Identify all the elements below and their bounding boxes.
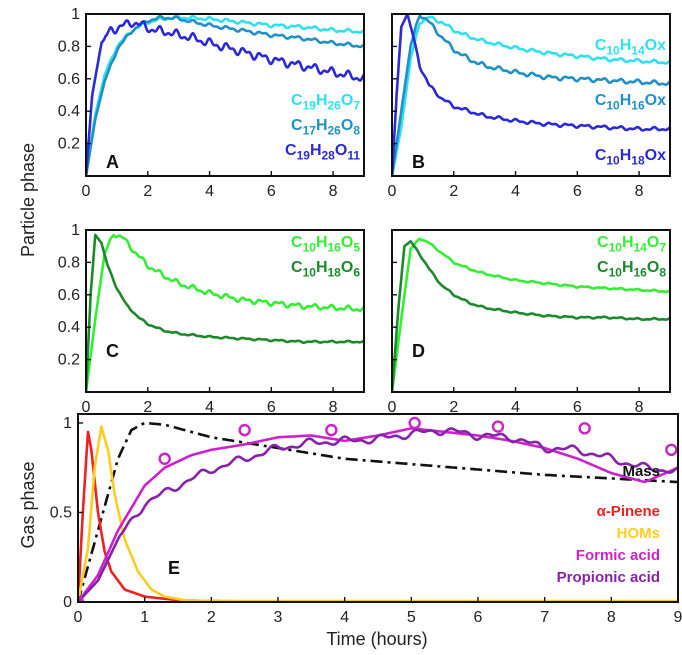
series-line xyxy=(392,237,670,392)
x-tick-label: 2 xyxy=(143,399,152,416)
panel-letter: C xyxy=(106,341,119,361)
x-tick-label: 4 xyxy=(205,399,214,416)
y-tick-label: 0.6 xyxy=(58,71,80,88)
y-tick-label: 0.2 xyxy=(58,136,80,153)
x-tick-label: 6 xyxy=(573,399,582,416)
legend-entry: C10​H18​Ox xyxy=(595,147,666,167)
panel-d: 0 2 4 6 8 C10​H14​O7​ C10​H16​O8​ D xyxy=(388,229,671,416)
plot-frame xyxy=(391,13,671,177)
series-line xyxy=(392,14,670,176)
legend-entry: α-Pinene xyxy=(597,503,660,520)
x-tick-label: 0 xyxy=(388,399,397,416)
y-tick-label: 0.2 xyxy=(58,352,80,369)
series-line xyxy=(86,233,364,392)
x-tick-label: 2 xyxy=(449,183,458,200)
legend-entry: HOMs xyxy=(617,525,660,542)
panel-e-ylabel: Gas phase xyxy=(18,461,38,548)
legend-entry: C10​H16​O8​ xyxy=(597,259,666,279)
plot-frame xyxy=(77,413,679,603)
panel-e-xlabel: Time (hours) xyxy=(326,629,427,649)
y-tick-label: 0.5 xyxy=(50,504,72,521)
series-line xyxy=(78,427,678,602)
formic-acid-marker xyxy=(665,443,678,457)
legend-entry: C19​H28​O11​ xyxy=(285,142,360,162)
formic-acid-marker xyxy=(325,423,338,437)
y-tick-label: 1 xyxy=(71,6,80,23)
panel-c: 0 2 4 6 8 0.2 0.4 0.6 0.8 1 C10​H16​O5​ C10​H18​O6​… xyxy=(58,222,365,416)
series-group xyxy=(392,237,670,392)
plot-frame xyxy=(391,229,671,393)
y-tick-label: 1 xyxy=(63,415,72,432)
x-tick-label: 0 xyxy=(388,183,397,200)
y-tick-label: 0.8 xyxy=(58,254,80,271)
panel-letter: D xyxy=(412,341,425,361)
y-tick-label: 0.6 xyxy=(58,287,80,304)
legend-entry: C10​H16​Ox xyxy=(595,92,666,112)
x-tick-label: 6 xyxy=(267,399,276,416)
legend-entry: C19​H26​O7​ xyxy=(291,92,360,112)
y-tick-label: 0.8 xyxy=(58,38,80,55)
series-line xyxy=(86,233,364,392)
y-tick-label: 1 xyxy=(71,222,80,239)
x-tick-label: 6 xyxy=(474,609,483,626)
plot-frame xyxy=(85,13,365,177)
shared-ylabel-particle-phase: Particle phase xyxy=(18,143,38,257)
plot-frame xyxy=(85,229,365,393)
legend-entry: Mass xyxy=(622,463,660,480)
x-tick-label: 9 xyxy=(674,609,682,626)
formic-acid-marker xyxy=(578,422,591,435)
x-tick-label: 8 xyxy=(329,183,338,200)
x-tick-label: 4 xyxy=(205,183,214,200)
panel-b: 0 2 4 6 8 C10​H14​Ox C10​H16​Ox C10​H18​Ox B xyxy=(388,13,671,200)
y-tick-label: 0 xyxy=(63,594,72,611)
formic-acid-marker xyxy=(408,416,421,430)
legend-entry: C10​H14​O7​ xyxy=(597,234,666,254)
x-tick-label: 1 xyxy=(140,609,149,626)
legend-entry: C10​H18​O6​ xyxy=(291,259,360,279)
x-tick-label: 4 xyxy=(511,183,520,200)
x-tick-label: 2 xyxy=(449,399,458,416)
x-tick-label: 0 xyxy=(82,183,91,200)
series-line xyxy=(86,14,364,176)
x-tick-label: 5 xyxy=(407,609,416,626)
y-tick-label: 0.4 xyxy=(58,319,80,336)
formic-acid-marker xyxy=(491,420,505,433)
legend-entry: C10​H16​O5​ xyxy=(291,234,360,254)
series-line xyxy=(78,421,678,602)
x-tick-label: 6 xyxy=(573,183,582,200)
series-group xyxy=(86,14,364,176)
panel-letter: A xyxy=(106,152,119,172)
x-tick-label: 2 xyxy=(143,183,152,200)
series-group xyxy=(392,14,670,176)
series-line xyxy=(392,14,670,176)
x-tick-label: 7 xyxy=(540,609,549,626)
x-tick-label: 0 xyxy=(82,399,91,416)
panel-e: 0 1 2 3 4 5 6 7 8 9 0 0.5 1 Mass α-Pinene HOMs Formic ac… xyxy=(50,413,682,626)
x-tick-label: 8 xyxy=(635,183,644,200)
series-line xyxy=(392,15,670,176)
x-tick-label: 2 xyxy=(207,609,216,626)
x-tick-label: 6 xyxy=(267,183,276,200)
x-tick-label: 3 xyxy=(274,609,283,626)
x-tick-label: 8 xyxy=(607,609,616,626)
series-line xyxy=(86,19,364,176)
series-line xyxy=(392,240,670,392)
x-tick-label: 0 xyxy=(74,609,83,626)
x-tick-label: 4 xyxy=(340,609,349,626)
panel-a: 0 2 4 6 8 0.2 0.4 0.6 0.8 1 C19​H26​O7​ C17​H26​O8​… xyxy=(58,6,365,200)
formic-acid-marker xyxy=(158,452,171,465)
x-tick-label: 8 xyxy=(635,399,644,416)
x-tick-label: 8 xyxy=(329,399,338,416)
panel-letter: E xyxy=(168,558,180,578)
legend-entry: Propionic acid xyxy=(557,569,660,586)
panel-letter: B xyxy=(412,152,425,172)
x-tick-label: 4 xyxy=(511,399,520,416)
y-tick-label: 0.4 xyxy=(58,103,80,120)
formic-acid-marker xyxy=(238,423,251,437)
legend-entry: C10​H14​Ox xyxy=(595,37,666,57)
legend-entry: Formic acid xyxy=(576,547,660,564)
legend-entry: C17​H26​O8​ xyxy=(291,117,360,137)
series-group xyxy=(86,233,364,392)
